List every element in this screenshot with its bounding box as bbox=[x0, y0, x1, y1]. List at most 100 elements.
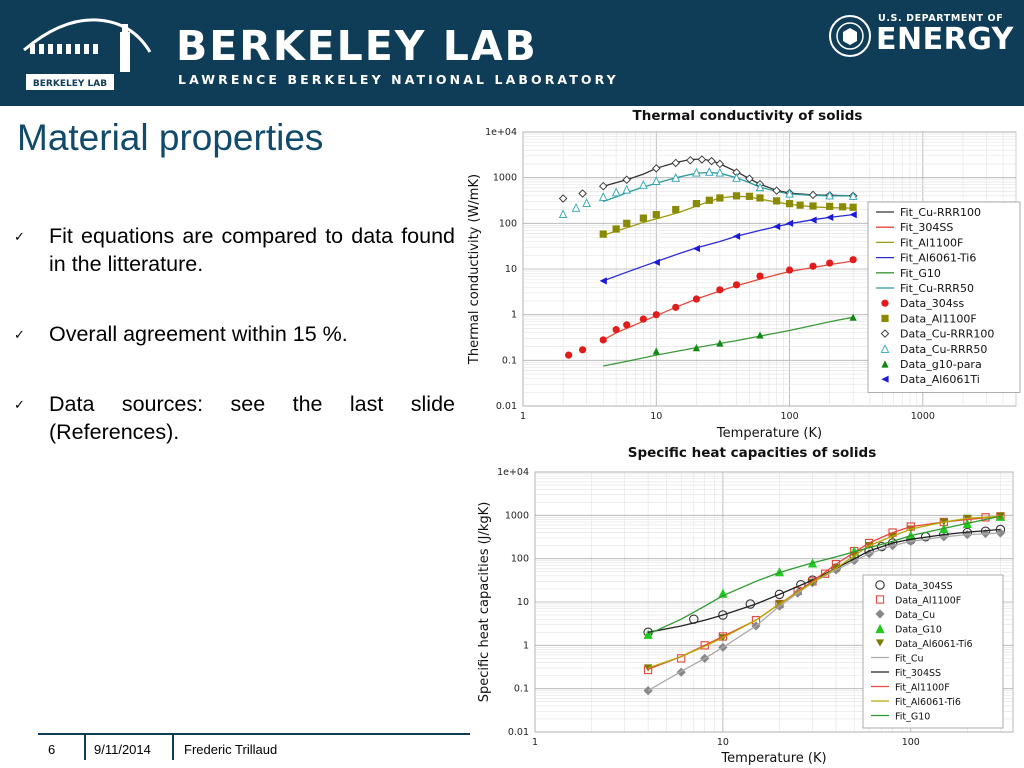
data-point bbox=[774, 589, 785, 600]
x-tick-label: 10 bbox=[650, 411, 662, 422]
data-point bbox=[849, 203, 857, 211]
data-point bbox=[715, 167, 725, 177]
data-point bbox=[623, 321, 631, 329]
bullet-text: Fit equations are compared to data found… bbox=[49, 224, 455, 276]
data-point bbox=[809, 216, 817, 224]
legend-label: Fit_G10 bbox=[895, 712, 930, 723]
data-point bbox=[676, 667, 686, 677]
chart-title: Thermal conductivity of solids bbox=[633, 108, 863, 124]
data-point bbox=[692, 244, 701, 253]
legend-marker bbox=[881, 360, 889, 368]
data-point bbox=[672, 205, 680, 214]
data-point bbox=[652, 211, 660, 219]
legend-label: Data_g10-para bbox=[900, 358, 982, 371]
data-point bbox=[849, 256, 857, 264]
data-point bbox=[578, 346, 587, 354]
data-point bbox=[773, 197, 781, 205]
data-point bbox=[623, 219, 631, 227]
data-point bbox=[707, 156, 716, 166]
series-data-g10-para bbox=[652, 313, 857, 355]
legend-label: Data_Cu-RRR100 bbox=[900, 328, 994, 341]
data-point bbox=[732, 232, 741, 240]
legend-marker bbox=[881, 375, 889, 383]
x-tick-label: 100 bbox=[902, 737, 920, 748]
data-point bbox=[785, 266, 794, 274]
page-number: 6 bbox=[48, 742, 56, 757]
legend-label: Data_Al6061-Ti6 bbox=[895, 639, 973, 650]
data-point bbox=[599, 336, 607, 344]
x-tick-label: 10 bbox=[717, 737, 729, 748]
series-fit-g10 bbox=[647, 515, 1001, 635]
data-point bbox=[558, 194, 568, 203]
legend-marker bbox=[881, 299, 889, 307]
data-point bbox=[692, 200, 701, 208]
series-line bbox=[647, 515, 1001, 635]
data-point bbox=[612, 225, 620, 233]
data-point bbox=[700, 641, 709, 650]
data-point bbox=[826, 202, 834, 210]
series-line bbox=[647, 528, 1001, 633]
data-point bbox=[639, 315, 647, 323]
data-point bbox=[599, 230, 607, 238]
series-fit-cu bbox=[647, 532, 1001, 692]
y-tick-label: 1000 bbox=[493, 173, 517, 184]
data-point bbox=[785, 200, 794, 208]
data-point bbox=[697, 155, 707, 164]
x-tick-label: 1 bbox=[520, 411, 526, 422]
grid bbox=[534, 471, 1013, 733]
bullet-text: Overall agreement within 15 %. bbox=[49, 322, 348, 346]
x-tick-label: 1000 bbox=[911, 411, 935, 422]
data-point bbox=[732, 281, 741, 289]
slide-title: Material properties bbox=[17, 117, 324, 158]
data-point bbox=[755, 182, 765, 192]
data-point bbox=[745, 192, 754, 200]
x-axis-label: Temperature (K) bbox=[720, 751, 826, 766]
legend-marker bbox=[875, 595, 885, 604]
data-point bbox=[773, 222, 781, 231]
data-point bbox=[826, 259, 834, 267]
data-point bbox=[692, 295, 701, 303]
legend-label: Fit_304SS bbox=[895, 668, 941, 679]
legend-marker bbox=[880, 329, 890, 338]
legend-marker bbox=[875, 639, 885, 647]
legend-label: Data_304SS bbox=[895, 581, 953, 592]
data-point bbox=[848, 191, 858, 200]
legend-box bbox=[862, 574, 1004, 729]
bullet-list: ✓ Fit equations are compared to data foun… bbox=[14, 222, 455, 488]
legend-label: Data_Al1100F bbox=[900, 312, 977, 325]
data-point bbox=[652, 311, 660, 319]
data-point bbox=[582, 198, 591, 207]
y-tick-label: 10 bbox=[517, 597, 529, 608]
series-line bbox=[647, 532, 1001, 692]
logo-left-label: BERKELEY LAB bbox=[33, 79, 107, 89]
doe-department-label: U.S. DEPARTMENT OF bbox=[878, 13, 1004, 24]
series-line bbox=[602, 213, 854, 282]
y-tick-label: 10 bbox=[505, 264, 517, 275]
bullet-item: ✓ Overall agreement within 15 %. bbox=[14, 320, 455, 348]
data-point bbox=[672, 303, 680, 311]
y-tick-label: 100 bbox=[511, 554, 529, 565]
legend-label: Data_Al1100F bbox=[895, 596, 961, 607]
chart-title: Specific heat capacities of solids bbox=[628, 445, 877, 461]
legend-label: Fit_Al1100F bbox=[900, 236, 963, 249]
data-point bbox=[756, 331, 764, 339]
series-line bbox=[603, 316, 854, 367]
data-point bbox=[849, 211, 857, 219]
data-point bbox=[611, 187, 621, 197]
data-point bbox=[612, 326, 620, 334]
data-point bbox=[716, 286, 724, 294]
data-point bbox=[652, 258, 660, 266]
legend: Data_304SS Data_Al1100F Data_Cu Data_G10 Dat… bbox=[862, 574, 1004, 729]
y-tick-label: 0.1 bbox=[514, 684, 529, 695]
thermal-conductivity-chart: 1 10 100 1000 0.01 0.1 1 10 100 1000 1e+04 Thermal … bbox=[467, 108, 1021, 441]
data-point bbox=[704, 167, 714, 176]
legend-label: Fit_Cu bbox=[895, 654, 924, 665]
legend-label: Fit_Al6061-Ti6 bbox=[895, 697, 961, 708]
y-tick-label: 1e+04 bbox=[497, 467, 529, 478]
data-point bbox=[622, 184, 632, 194]
footer-separator bbox=[172, 735, 174, 760]
data-point bbox=[716, 339, 724, 347]
y-tick-label: 0.01 bbox=[496, 401, 517, 412]
data-point bbox=[809, 202, 817, 210]
legend: Fit_Cu-RRR100 Fit_304SS Fit_Al1100F Fit_Al6… bbox=[867, 201, 1021, 393]
